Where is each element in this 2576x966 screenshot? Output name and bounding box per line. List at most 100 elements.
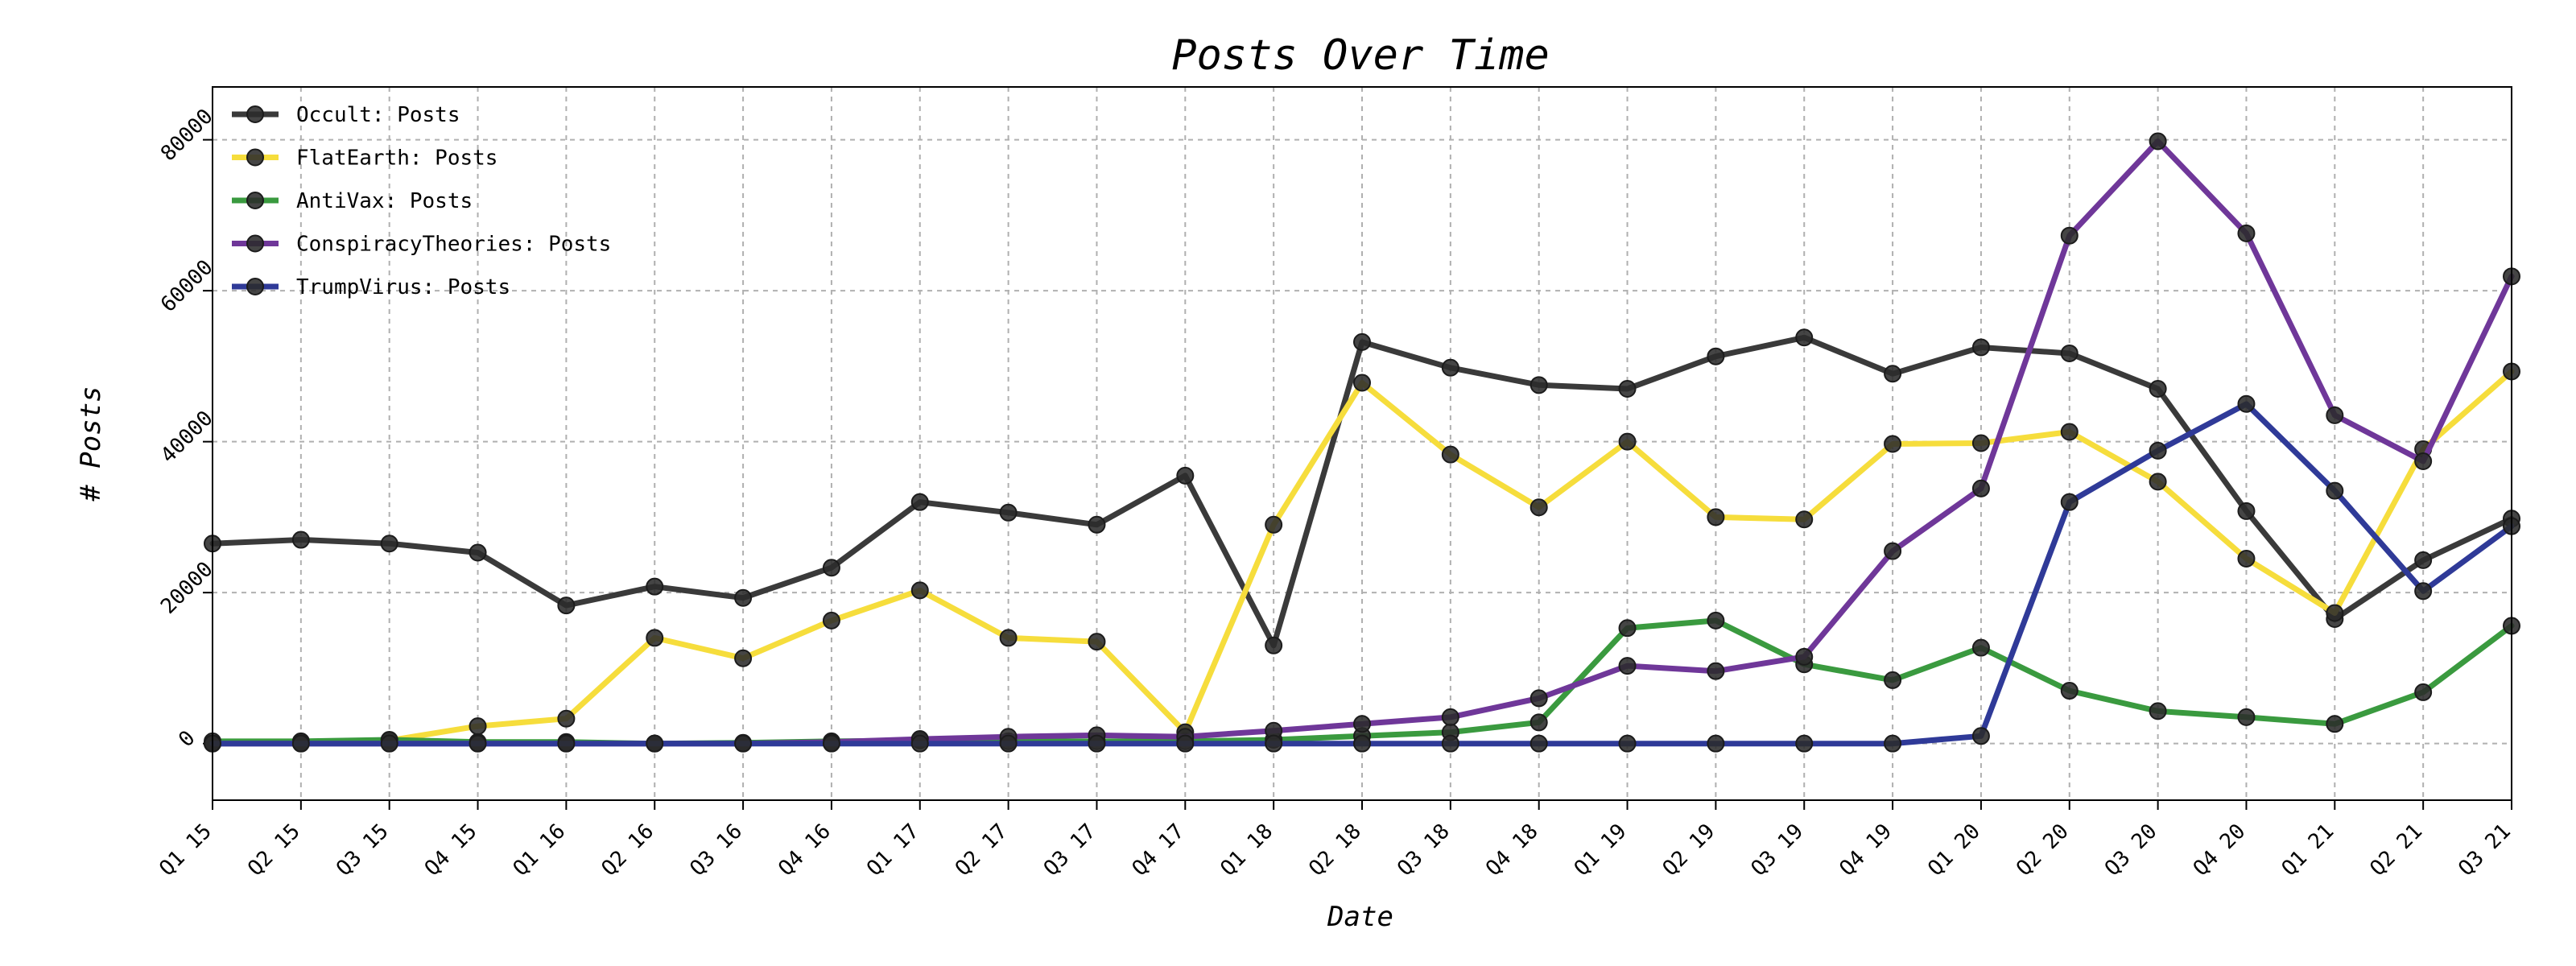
x-tick-label: Q1 15 — [155, 819, 217, 881]
data-point — [734, 588, 753, 607]
data-point — [822, 734, 840, 753]
data-point — [2326, 604, 2344, 622]
data-point — [1353, 374, 1371, 392]
x-tick-label: Q2 16 — [597, 819, 659, 881]
data-point — [2414, 683, 2433, 701]
legend-entry-label: ConspiracyTheories: Posts — [296, 233, 611, 257]
data-point — [1707, 508, 1725, 526]
legend-marker — [246, 148, 264, 167]
x-tick-label: Q1 19 — [1570, 819, 1632, 881]
x-tick-label: Q4 16 — [774, 819, 836, 881]
data-point — [2414, 582, 2433, 601]
data-point — [646, 734, 664, 753]
legend-entry-label: AntiVax: Posts — [296, 189, 473, 213]
data-point — [1707, 347, 1725, 365]
data-point — [1618, 432, 1637, 451]
data-point — [1884, 365, 1902, 383]
data-point — [999, 629, 1018, 647]
data-point — [1441, 734, 1459, 753]
data-point — [1088, 734, 1106, 753]
plot-frame — [212, 86, 2512, 801]
legend-marker — [246, 105, 264, 123]
data-point — [1530, 498, 1548, 517]
data-point — [1618, 619, 1637, 638]
data-point — [1441, 708, 1459, 726]
legend: Occult: Posts FlatEarth: Posts AntiVax: Po… — [232, 103, 611, 299]
data-point — [469, 543, 487, 562]
data-point — [557, 734, 576, 753]
x-tick-label: Q3 18 — [1393, 819, 1455, 881]
data-point — [2060, 226, 2079, 245]
data-point — [1795, 328, 1814, 347]
x-tick-label: Q2 17 — [951, 819, 1013, 881]
data-point — [1530, 689, 1548, 708]
data-point — [1707, 611, 1725, 630]
data-point — [1265, 515, 1283, 534]
data-point — [734, 734, 753, 753]
data-point — [910, 581, 929, 600]
data-point — [999, 503, 1018, 522]
data-point — [2326, 715, 2344, 733]
data-point — [2237, 708, 2256, 726]
legend-entry-label: Occult: Posts — [296, 103, 460, 127]
x-tick-label: Q3 21 — [2454, 819, 2516, 881]
data-point — [291, 530, 310, 549]
data-point — [1265, 636, 1283, 654]
x-tick-label: Q3 19 — [1747, 819, 1809, 881]
x-tick-label: Q3 17 — [1039, 819, 1101, 881]
y-axis-ticks: 0 20000 40000 60000 80000 — [156, 105, 218, 752]
data-point — [1884, 542, 1902, 560]
x-tick-label: Q3 16 — [685, 819, 747, 881]
x-tick-label: Q4 19 — [1835, 819, 1897, 881]
x-tick-label: Q1 18 — [1216, 819, 1278, 881]
legend-entry-label: TrumpVirus: Posts — [296, 275, 510, 299]
x-tick-label: Q2 15 — [243, 819, 305, 881]
data-point — [1795, 734, 1814, 753]
data-point — [2237, 502, 2256, 520]
data-point — [1353, 715, 1371, 733]
y-tick-label: 80000 — [156, 105, 218, 167]
data-point — [469, 734, 487, 753]
data-point — [1971, 434, 1990, 452]
data-point — [822, 611, 840, 630]
data-point — [2060, 493, 2079, 511]
y-tick-label: 20000 — [156, 557, 218, 619]
data-point — [1618, 734, 1637, 753]
chart-title: Posts Over Time — [1171, 31, 1550, 80]
data-point — [1795, 647, 1814, 666]
data-point — [646, 629, 664, 647]
data-point — [2060, 344, 2079, 362]
data-point — [1088, 515, 1106, 534]
data-point — [2326, 481, 2344, 500]
data-point — [380, 734, 398, 753]
data-point — [2149, 473, 2167, 491]
data-point — [2414, 551, 2433, 569]
data-point — [1353, 332, 1371, 351]
x-tick-label: Q4 18 — [1481, 819, 1543, 881]
data-point — [910, 493, 929, 511]
legend-marker — [246, 192, 264, 209]
data-point — [2060, 423, 2079, 441]
y-axis-label: # Posts — [75, 386, 107, 502]
data-point — [1884, 671, 1902, 689]
x-tick-label: Q4 15 — [420, 819, 482, 881]
data-point — [2237, 549, 2256, 568]
x-tick-label: Q2 19 — [1658, 819, 1720, 881]
data-point — [1176, 466, 1195, 485]
data-point — [1530, 713, 1548, 732]
data-point — [2149, 441, 2167, 460]
x-tick-label: Q3 20 — [2100, 819, 2162, 881]
legend-marker — [246, 234, 264, 253]
data-point — [2326, 406, 2344, 424]
data-point — [1530, 376, 1548, 394]
x-axis-ticks: Q1 15 Q2 15 Q3 15 Q4 15 Q1 16 Q2 16 Q3 16 Q4 16… — [155, 800, 2516, 881]
data-point — [2149, 702, 2167, 720]
x-axis-label: Date — [1327, 901, 1393, 933]
data-point — [1176, 734, 1195, 753]
data-point — [1618, 657, 1637, 675]
series-lines — [204, 132, 2520, 753]
x-tick-label: Q1 17 — [862, 819, 924, 881]
data-point — [2149, 132, 2167, 151]
data-point — [1884, 734, 1902, 753]
